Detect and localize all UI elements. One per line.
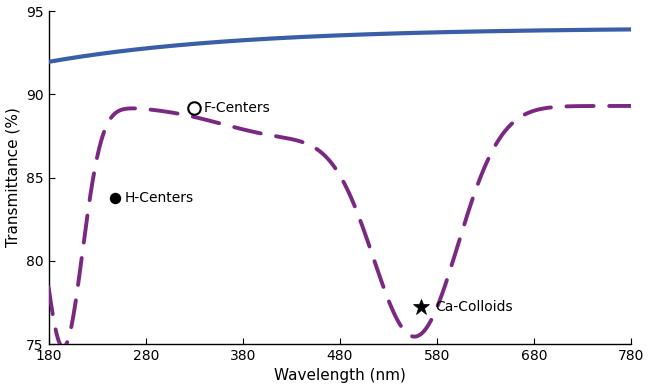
Text: H-Centers: H-Centers: [124, 191, 194, 205]
X-axis label: Wavelength (nm): Wavelength (nm): [274, 368, 406, 384]
Text: F-Centers: F-Centers: [204, 101, 270, 115]
Text: Ca-Colloids: Ca-Colloids: [435, 300, 513, 314]
Y-axis label: Transmittance (%): Transmittance (%): [6, 108, 21, 247]
